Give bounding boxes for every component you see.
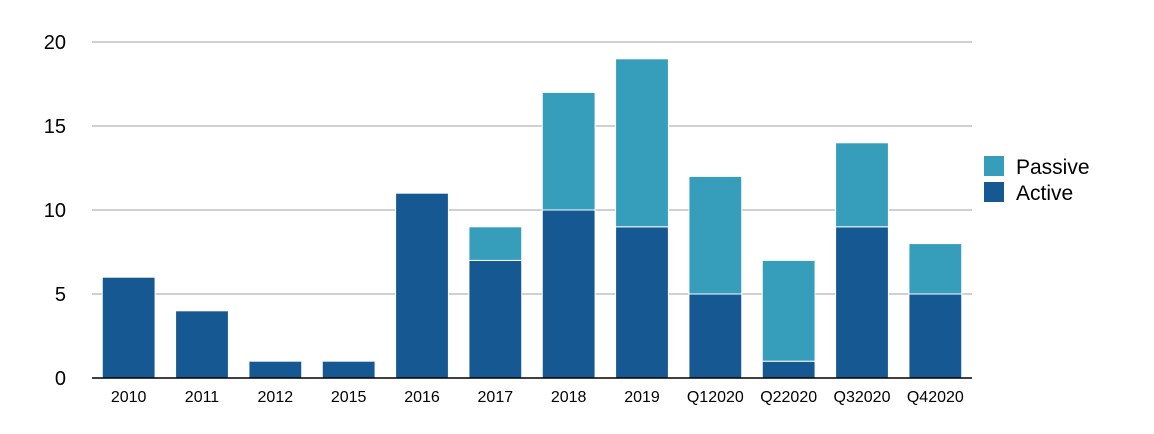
y-tick-label: 0 [55, 368, 66, 390]
legend: Passive Active [984, 156, 1090, 205]
bar-active-2011 [175, 310, 229, 379]
x-tick-label: Q32020 [834, 389, 891, 406]
bar-active-2015 [321, 360, 376, 379]
bar-active-q22020 [761, 360, 816, 379]
x-tick-label: 2010 [111, 389, 147, 406]
bar-active-2016 [395, 192, 449, 379]
legend-swatch-active [984, 182, 1004, 202]
x-tick-label: 2011 [185, 389, 220, 406]
bar-active-q42020 [908, 293, 963, 379]
legend-swatch-passive [984, 156, 1004, 176]
bar-active-q32020 [835, 226, 889, 379]
bar-active-2012 [248, 360, 303, 379]
bar-passive-q22020 [761, 259, 816, 362]
bar-passive-q32020 [835, 142, 889, 228]
x-tick-label: 2012 [258, 389, 294, 406]
x-tick-label: 2018 [551, 389, 587, 406]
x-tick-label: 2016 [404, 389, 440, 406]
bar-passive-2019 [615, 58, 669, 228]
y-tick-label: 5 [55, 284, 66, 306]
y-axis-ticks: 0 5 10 15 20 [44, 32, 66, 390]
bar-active-2018 [541, 209, 596, 379]
y-tick-label: 15 [44, 116, 66, 138]
bar-active-2017 [468, 259, 523, 379]
x-tick-label: 2015 [331, 389, 367, 406]
bar-passive-2018 [541, 91, 596, 211]
legend-label-passive: Passive [1016, 156, 1090, 179]
bar-passive-q12020 [688, 175, 743, 295]
bar-active-2019 [615, 226, 669, 379]
x-tick-label: Q42020 [907, 389, 964, 406]
legend-label-active: Active [1016, 182, 1073, 205]
bar-active-q12020 [688, 293, 743, 379]
x-tick-label: 2017 [478, 389, 514, 406]
y-tick-label: 10 [44, 200, 66, 222]
bar-active-2010 [101, 276, 156, 379]
bar-passive-2017 [468, 226, 523, 261]
bar-passive-q42020 [908, 243, 963, 295]
x-axis-ticks: 2010 2011 2012 2015 2016 2017 2018 2019 Q12020 Q2… [111, 389, 964, 406]
gridlines [92, 41, 972, 295]
x-tick-label: Q12020 [687, 389, 744, 406]
x-tick-label: 2019 [624, 389, 660, 406]
x-tick-label: Q22020 [760, 389, 817, 406]
bars [101, 58, 963, 379]
y-tick-label: 20 [44, 32, 66, 54]
